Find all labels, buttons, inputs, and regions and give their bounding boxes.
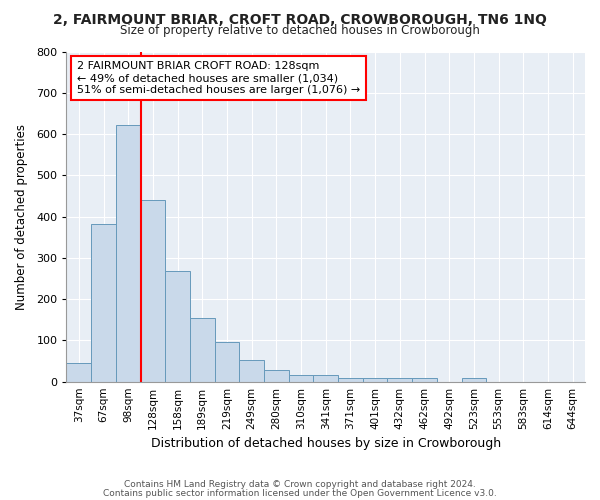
Bar bbox=[264, 370, 289, 382]
Bar bbox=[215, 342, 239, 382]
Bar bbox=[140, 200, 165, 382]
Bar bbox=[388, 378, 412, 382]
Bar bbox=[338, 378, 363, 382]
Text: 2, FAIRMOUNT BRIAR, CROFT ROAD, CROWBOROUGH, TN6 1NQ: 2, FAIRMOUNT BRIAR, CROFT ROAD, CROWBORO… bbox=[53, 12, 547, 26]
Bar bbox=[165, 272, 190, 382]
Bar bbox=[91, 224, 116, 382]
Text: Contains HM Land Registry data © Crown copyright and database right 2024.: Contains HM Land Registry data © Crown c… bbox=[124, 480, 476, 489]
Bar bbox=[67, 363, 91, 382]
Bar bbox=[239, 360, 264, 382]
Bar bbox=[461, 378, 486, 382]
Bar bbox=[289, 376, 313, 382]
Text: Size of property relative to detached houses in Crowborough: Size of property relative to detached ho… bbox=[120, 24, 480, 37]
Bar bbox=[190, 318, 215, 382]
Bar bbox=[412, 378, 437, 382]
Bar bbox=[116, 124, 140, 382]
Y-axis label: Number of detached properties: Number of detached properties bbox=[15, 124, 28, 310]
Bar bbox=[313, 376, 338, 382]
Text: Contains public sector information licensed under the Open Government Licence v3: Contains public sector information licen… bbox=[103, 490, 497, 498]
X-axis label: Distribution of detached houses by size in Crowborough: Distribution of detached houses by size … bbox=[151, 437, 501, 450]
Text: 2 FAIRMOUNT BRIAR CROFT ROAD: 128sqm
← 49% of detached houses are smaller (1,034: 2 FAIRMOUNT BRIAR CROFT ROAD: 128sqm ← 4… bbox=[77, 62, 360, 94]
Bar bbox=[363, 378, 388, 382]
